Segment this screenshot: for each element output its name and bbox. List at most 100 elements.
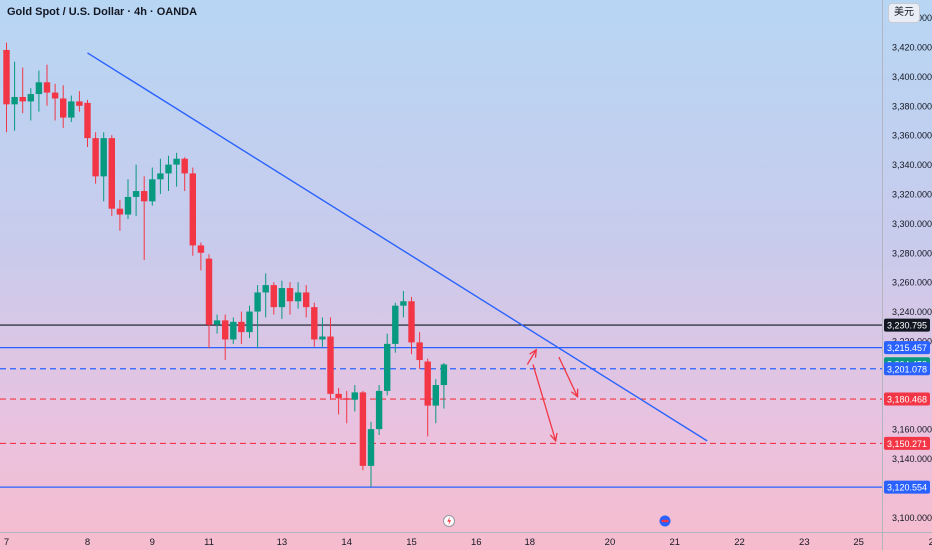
candle-body bbox=[311, 307, 318, 340]
candle-body bbox=[262, 285, 269, 293]
candle-body bbox=[189, 173, 196, 246]
candle-body bbox=[141, 191, 148, 202]
candle-body bbox=[11, 96, 18, 105]
price-tick-label: 3,260.000 bbox=[892, 278, 932, 288]
candle-body bbox=[132, 191, 140, 197]
price-label-text: 3,230.795 bbox=[887, 321, 927, 331]
candle-body bbox=[238, 321, 245, 333]
candle-body bbox=[19, 96, 26, 102]
arrow-line bbox=[526, 349, 537, 365]
candle-body bbox=[213, 320, 221, 325]
candle-body bbox=[230, 321, 237, 340]
price-tick-label: 3,140.000 bbox=[892, 454, 932, 464]
candle-body bbox=[51, 92, 59, 99]
arrow-line bbox=[532, 364, 557, 442]
candle-body bbox=[270, 285, 277, 308]
candle-body bbox=[165, 164, 172, 174]
candle-body bbox=[124, 196, 132, 215]
candle-body bbox=[222, 320, 229, 340]
candle-body bbox=[100, 138, 107, 177]
price-label-badge bbox=[884, 392, 930, 406]
price-tick-label: 3,340.000 bbox=[892, 160, 932, 170]
candle-body bbox=[400, 301, 407, 306]
time-tick-label: 18 bbox=[524, 537, 535, 548]
time-tick-label: 14 bbox=[341, 537, 352, 548]
candle-body bbox=[27, 94, 34, 102]
price-label-badge bbox=[884, 480, 930, 494]
candle-body bbox=[108, 138, 115, 209]
axis-icons bbox=[443, 515, 671, 527]
candle-body bbox=[149, 179, 156, 202]
arrow-head bbox=[529, 348, 538, 358]
candle-body bbox=[181, 158, 188, 174]
candle-body bbox=[384, 343, 391, 391]
candle-body bbox=[278, 288, 286, 308]
forecast-arrows bbox=[526, 348, 579, 443]
candle-body bbox=[303, 292, 310, 308]
candle-body bbox=[392, 305, 399, 344]
candle-body bbox=[35, 82, 43, 95]
candle-body bbox=[375, 390, 383, 430]
price-label-badge bbox=[884, 341, 930, 355]
candle-body bbox=[254, 292, 261, 312]
candle-body bbox=[335, 393, 342, 399]
candle-body bbox=[116, 208, 124, 215]
candle-body bbox=[60, 98, 67, 118]
candle-body bbox=[343, 398, 350, 400]
time-tick-label: 15 bbox=[406, 537, 417, 548]
candle-body bbox=[432, 385, 439, 406]
candle-body bbox=[197, 245, 205, 253]
price-tick-label: 3,360.000 bbox=[892, 131, 932, 141]
time-tick-label: 8 bbox=[85, 537, 90, 548]
lightning-icon-bolt bbox=[447, 516, 452, 526]
candles bbox=[3, 42, 448, 487]
time-tick-label: 25 bbox=[853, 537, 864, 548]
candle-body bbox=[351, 392, 358, 400]
chart-title: Gold Spot / U.S. Dollar · 4h · OANDA bbox=[7, 6, 198, 18]
time-axis[interactable]: 7891113141516182021222325262728 bbox=[4, 537, 932, 548]
candle-body bbox=[68, 101, 75, 118]
price-label-text: 3,201.078 bbox=[887, 364, 927, 374]
price-tick-label: 3,160.000 bbox=[892, 425, 932, 435]
price-label-text: 3,180.468 bbox=[887, 395, 927, 405]
price-tick-label: 3,240.000 bbox=[892, 307, 932, 317]
time-tick-label: 22 bbox=[734, 537, 745, 548]
currency-button[interactable]: 美元 bbox=[888, 3, 920, 23]
candle-body bbox=[246, 311, 253, 333]
candle-body bbox=[76, 101, 83, 106]
candle-body bbox=[408, 301, 415, 343]
horizontal-lines bbox=[0, 324, 882, 488]
trendline bbox=[87, 52, 708, 442]
arrow-line bbox=[558, 356, 579, 398]
candle-body bbox=[157, 173, 164, 180]
price-label-badge bbox=[884, 436, 930, 450]
trendline-layer bbox=[87, 52, 708, 442]
time-tick-label: 11 bbox=[204, 537, 214, 548]
candle-body bbox=[416, 342, 423, 361]
candle-body bbox=[440, 364, 448, 386]
price-tick-label: 3,380.000 bbox=[892, 101, 932, 111]
candle-body bbox=[294, 292, 302, 302]
candle-body bbox=[327, 336, 334, 394]
time-tick-label: 20 bbox=[605, 537, 616, 548]
price-tick-label: 3,320.000 bbox=[892, 189, 932, 199]
price-label-text: 3,120.554 bbox=[887, 483, 927, 493]
price-label-text: 3,215.457 bbox=[887, 343, 927, 353]
flag-icon-stripe bbox=[661, 519, 669, 523]
candle-body bbox=[205, 258, 213, 325]
candle-body bbox=[424, 361, 431, 406]
price-label-badge bbox=[884, 318, 930, 332]
price-label-badge bbox=[884, 362, 930, 376]
price-axis[interactable]: 3,440.0003,420.0003,400.0003,380.0003,36… bbox=[884, 13, 932, 523]
price-tick-label: 3,420.000 bbox=[892, 43, 932, 53]
candle-body bbox=[3, 49, 10, 105]
price-tick-label: 3,300.000 bbox=[892, 219, 932, 229]
time-tick-label: 16 bbox=[471, 537, 482, 548]
time-tick-label: 26 bbox=[929, 537, 932, 548]
candle-body bbox=[173, 158, 180, 165]
time-tick-label: 13 bbox=[277, 537, 288, 548]
price-tick-label: 3,100.000 bbox=[892, 513, 932, 523]
